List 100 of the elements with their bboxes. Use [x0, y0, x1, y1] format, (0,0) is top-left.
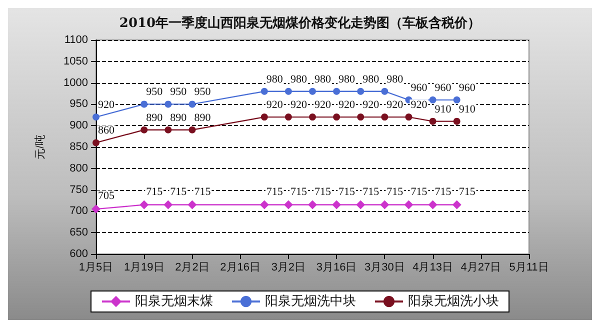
data-label: 980 — [338, 73, 356, 86]
data-label: 960 — [410, 82, 428, 94]
point — [333, 88, 340, 95]
point — [92, 114, 100, 121]
chart-title: 2010年一季度山西阳泉无烟煤价格变化走势图（车板含税价） — [119, 15, 481, 31]
point — [332, 200, 342, 210]
point — [404, 200, 414, 210]
data-label: 950 — [146, 86, 164, 98]
point — [381, 88, 388, 95]
point — [429, 118, 436, 125]
point — [357, 114, 364, 121]
data-label: 910 — [434, 103, 452, 116]
y-tick-label: 700 — [70, 205, 88, 218]
point — [428, 200, 438, 210]
data-label: 920 — [290, 99, 308, 112]
data-label: 980 — [386, 73, 404, 86]
data-label: 715 — [362, 186, 380, 198]
point — [140, 200, 149, 210]
point — [92, 204, 100, 214]
data-label: 715 — [194, 186, 212, 198]
y-axis-title: 元/吨 — [34, 134, 46, 160]
data-label: 715 — [434, 186, 452, 198]
point — [309, 114, 316, 121]
point — [140, 100, 148, 108]
data-label: 920 — [98, 99, 115, 112]
point — [260, 114, 268, 121]
data-label: 715 — [386, 186, 404, 198]
data-label: 715 — [314, 186, 332, 198]
data-label: 950 — [170, 86, 188, 98]
point — [140, 126, 148, 134]
data-label: 860 — [98, 124, 115, 137]
x-tick-label: 2月16日 — [220, 262, 261, 274]
data-label: 920 — [314, 99, 332, 112]
x-tick-label: 5月11日 — [509, 262, 549, 274]
point — [357, 88, 364, 95]
point — [284, 200, 293, 210]
point — [429, 96, 436, 104]
data-label: 715 — [338, 186, 356, 198]
point — [453, 96, 460, 104]
data-label: 960 — [434, 82, 452, 94]
data-label: 910 — [458, 103, 476, 116]
legend-label: 阳泉无烟洗中块 — [265, 294, 356, 309]
x-tick-label: 4月27日 — [460, 262, 502, 274]
y-tick-label: 800 — [70, 162, 88, 174]
y-tick-label: 600 — [70, 248, 88, 260]
point — [284, 114, 292, 121]
data-label: 950 — [194, 86, 212, 98]
point — [188, 200, 197, 210]
data-label: 715 — [458, 186, 476, 198]
data-label: 920 — [410, 99, 428, 112]
data-label: 715 — [266, 186, 284, 198]
x-tick-label: 1月19日 — [124, 262, 164, 274]
point — [452, 200, 462, 210]
y-tick-label: 850 — [70, 141, 88, 153]
point — [356, 200, 366, 210]
data-label: 920 — [362, 99, 380, 112]
data-label: 890 — [146, 112, 164, 124]
data-label: 960 — [458, 82, 476, 94]
point — [260, 200, 269, 210]
y-tick-label: 900 — [70, 120, 88, 132]
data-label: 920 — [338, 99, 356, 112]
data-label: 980 — [266, 73, 284, 86]
point — [164, 100, 172, 108]
y-tick-label: 1050 — [64, 55, 88, 68]
data-label: 715 — [170, 186, 188, 198]
x-tick-label: 4月13日 — [412, 262, 453, 274]
y-tick-label: 750 — [70, 184, 88, 196]
point — [333, 114, 340, 121]
point — [92, 139, 100, 146]
point — [309, 88, 316, 95]
data-label: 715 — [410, 186, 428, 198]
point — [188, 100, 196, 108]
y-tick-label: 650 — [70, 226, 88, 239]
x-tick-label: 2月2日 — [175, 262, 210, 274]
data-label: 890 — [194, 112, 212, 124]
point — [164, 126, 172, 134]
x-tick-label: 3月2日 — [271, 262, 306, 274]
point — [405, 114, 412, 121]
point — [381, 114, 388, 121]
legend-label: 阳泉无烟末煤 — [135, 294, 213, 309]
y-tick-label: 1000 — [64, 76, 88, 89]
data-label: 920 — [386, 99, 404, 112]
data-label: 715 — [146, 186, 164, 198]
point — [164, 200, 173, 210]
x-tick-label: 3月16日 — [316, 262, 357, 274]
legend-label: 阳泉无烟洗小块 — [408, 294, 499, 309]
x-tick-label: 1月5日 — [78, 262, 114, 274]
data-label: 980 — [290, 73, 308, 86]
y-tick-label: 950 — [70, 98, 88, 110]
point — [284, 88, 292, 95]
data-label: 890 — [170, 112, 188, 124]
point — [260, 88, 268, 95]
y-tick-label: 1100 — [64, 34, 88, 46]
data-label: 980 — [314, 73, 332, 86]
point — [308, 200, 317, 210]
x-tick-label: 3月30日 — [364, 262, 405, 274]
data-label: 920 — [266, 99, 284, 112]
point — [380, 200, 390, 210]
point — [188, 126, 196, 134]
data-label: 715 — [290, 186, 308, 198]
